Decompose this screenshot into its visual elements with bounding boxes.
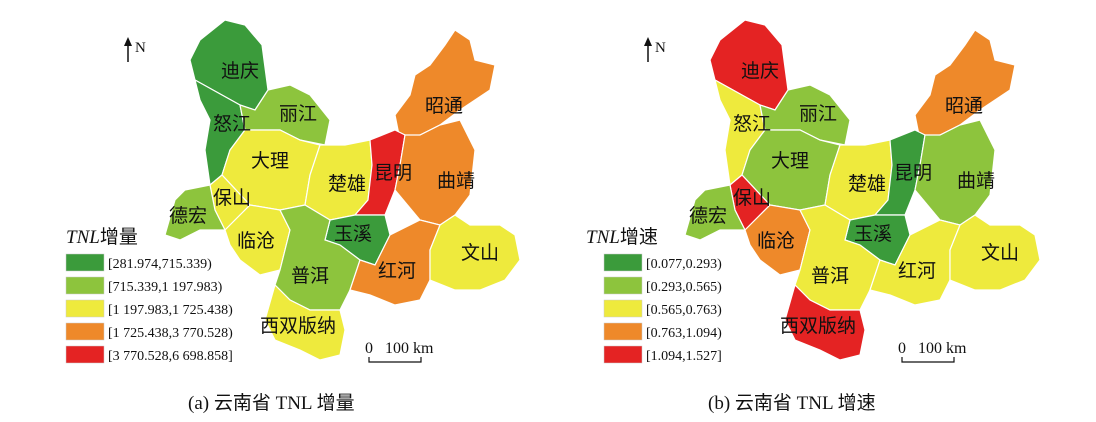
region-label: 西双版纳 — [260, 315, 336, 337]
scale-zero: 0 — [898, 340, 906, 357]
region-label: 西双版纳 — [780, 315, 856, 337]
region-label: 曲靖 — [437, 170, 475, 192]
region-label: 文山 — [981, 242, 1019, 264]
legend-swatch — [65, 322, 105, 341]
region-昭通 — [914, 29, 1016, 141]
region-label: 楚雄 — [848, 173, 886, 195]
legend-label: [715.339,1 197.983) — [108, 280, 223, 295]
region-label: 曲靖 — [957, 170, 995, 192]
region-曲靖 — [914, 119, 996, 226]
scale-bar — [901, 357, 955, 363]
region-label: 大理 — [771, 150, 809, 172]
legend-label: [0.293,0.565) — [646, 280, 722, 295]
legend-title-italic: TNL — [586, 227, 620, 248]
legend-title-italic: TNL — [66, 227, 100, 248]
north-label: N — [135, 40, 146, 56]
scale-value: 100 km — [918, 340, 967, 357]
legend-title-text: 增速 — [620, 226, 658, 248]
region-label: 迪庆 — [741, 60, 779, 82]
legend-swatch — [603, 299, 643, 318]
legend-label: [281.974,715.339) — [108, 257, 212, 272]
region-label: 丽江 — [279, 103, 317, 125]
legend-swatch — [65, 253, 105, 272]
region-label: 临沧 — [237, 230, 275, 252]
region-label: 昭通 — [945, 95, 983, 117]
region-label: 昭通 — [425, 95, 463, 117]
legend-swatch — [65, 276, 105, 295]
region-德宏 — [684, 184, 746, 241]
region-label: 丽江 — [799, 103, 837, 125]
legend-title: TNL增速 — [586, 226, 658, 248]
region-label: 楚雄 — [328, 173, 366, 195]
region-西双版纳 — [784, 283, 866, 361]
north-arrow-head-icon — [644, 37, 652, 46]
region-label: 玉溪 — [334, 223, 372, 245]
legend-label: [3 770.528,6 698.858] — [108, 349, 233, 364]
legend-swatch — [603, 253, 643, 272]
region-德宏 — [164, 184, 226, 241]
north-arrow-head-icon — [124, 37, 132, 46]
region-label: 玉溪 — [854, 223, 892, 245]
region-label: 德宏 — [169, 205, 207, 227]
region-label: 红河 — [378, 260, 416, 282]
region-曲靖 — [394, 119, 476, 226]
region-label: 普洱 — [811, 265, 849, 287]
legend-label: [1 725.438,3 770.528) — [108, 326, 233, 341]
legend-label: [0.077,0.293) — [646, 257, 722, 272]
scale-bar — [368, 357, 422, 363]
legend-swatch — [603, 276, 643, 295]
legend-title-text: 增量 — [100, 226, 138, 248]
legend-swatch — [603, 345, 643, 364]
legend-label: [0.565,0.763) — [646, 303, 722, 318]
region-文山 — [429, 214, 521, 291]
legend-label: [1 197.983,1 725.438) — [108, 303, 233, 318]
region-label: 怒江 — [733, 113, 771, 135]
scale-value: 100 km — [385, 340, 434, 357]
legend-swatch — [65, 345, 105, 364]
region-label: 普洱 — [291, 265, 329, 287]
legend-swatch — [603, 322, 643, 341]
region-label: 迪庆 — [221, 60, 259, 82]
caption-b: (b) 云南省 TNL 增速 — [708, 393, 876, 414]
region-label: 文山 — [461, 242, 499, 264]
legend: TNL增速 [0.077,0.293) [0.293,0.565) [0.565,0.… — [586, 226, 722, 364]
legend-swatch — [65, 299, 105, 318]
region-昭通 — [394, 29, 496, 141]
north-label: N — [655, 40, 666, 56]
region-label: 红河 — [898, 260, 936, 282]
region-文山 — [949, 214, 1041, 291]
region-label: 怒江 — [213, 113, 251, 135]
region-label: 临沧 — [757, 230, 795, 252]
scale-zero: 0 — [365, 340, 373, 357]
region-西双版纳 — [264, 283, 346, 361]
region-label: 昆明 — [374, 163, 412, 184]
legend-label: [1.094,1.527] — [646, 349, 722, 364]
region-label: 德宏 — [689, 205, 727, 227]
legend-title: TNL增量 — [66, 226, 138, 248]
region-label: 保山 — [733, 187, 771, 209]
legend-label: [0.763,1.094) — [646, 326, 722, 341]
region-昆明 — [873, 129, 926, 216]
region-label: 保山 — [213, 187, 251, 209]
region-昆明 — [353, 129, 406, 216]
region-label: 昆明 — [894, 163, 932, 184]
caption-a: (a) 云南省 TNL 增量 — [188, 393, 355, 414]
legend: TNL增量 [281.974,715.339) [715.339,1 197.983… — [65, 226, 233, 364]
region-label: 大理 — [251, 150, 289, 172]
